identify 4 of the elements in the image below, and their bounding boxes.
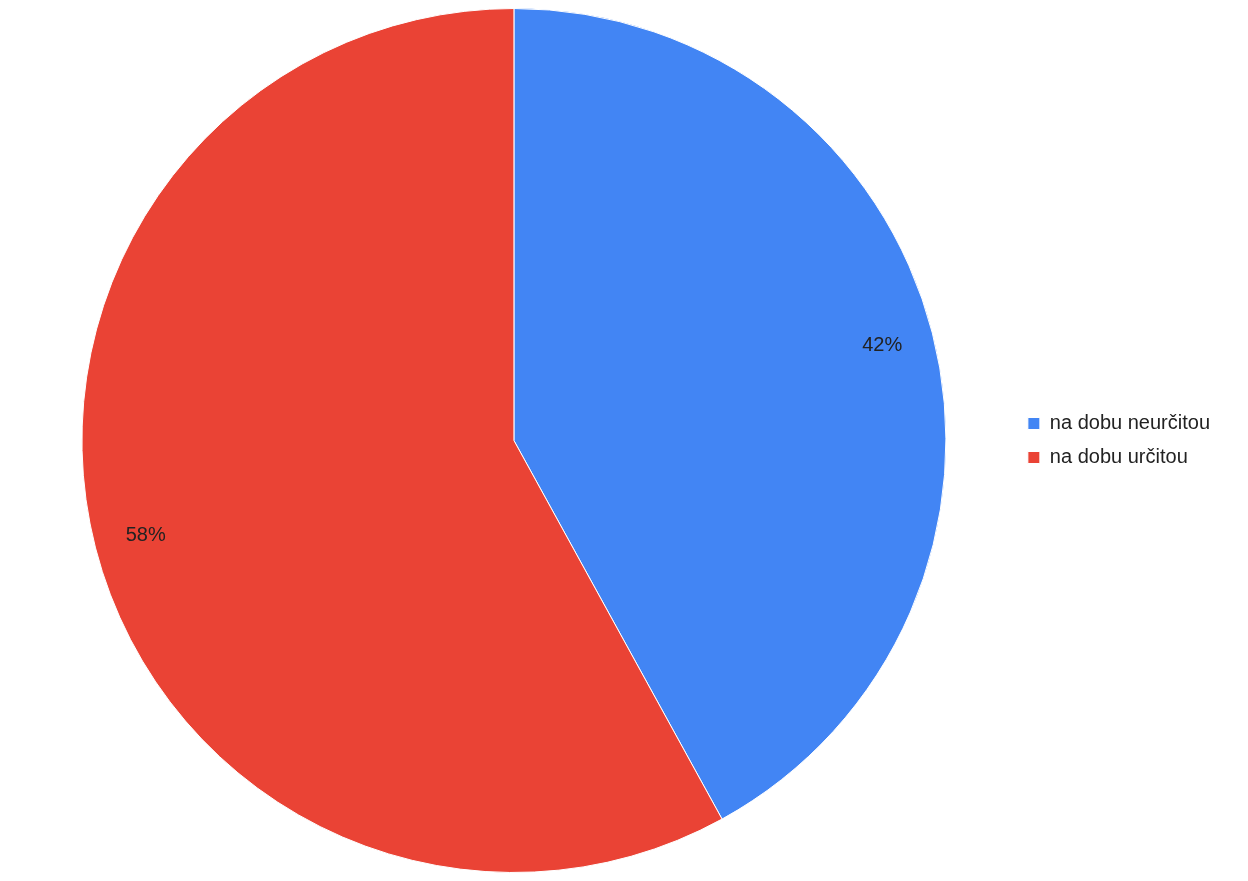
data-label: 42% bbox=[862, 333, 903, 356]
legend-label: na dobu určitou bbox=[1049, 445, 1188, 468]
legend-label: na dobu neurčitou bbox=[1049, 411, 1211, 434]
data-label: 58% bbox=[125, 522, 166, 545]
